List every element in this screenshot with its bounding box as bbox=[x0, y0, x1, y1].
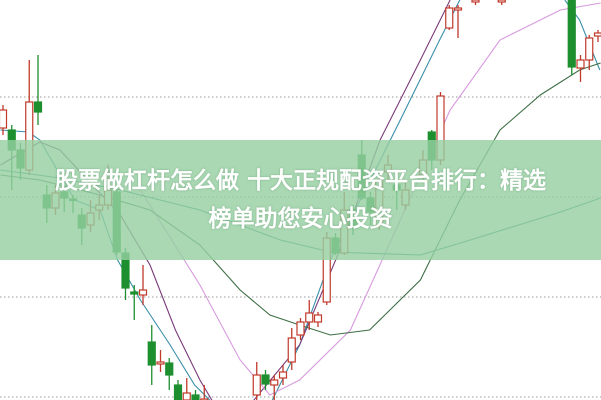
candle-up bbox=[593, 32, 601, 37]
candle-up bbox=[182, 392, 191, 400]
candle-up bbox=[138, 289, 148, 296]
candle-up bbox=[270, 379, 279, 386]
candle-up bbox=[497, 0, 506, 3]
candle-up bbox=[471, 0, 480, 3]
candle-up bbox=[252, 374, 261, 396]
candle-down bbox=[567, 0, 576, 68]
moving-average-line bbox=[139, 2, 601, 396]
candle-up bbox=[296, 321, 305, 336]
candle-up bbox=[585, 37, 594, 61]
candle-up bbox=[0, 109, 8, 129]
candle-down bbox=[130, 291, 139, 295]
title-line-2: 榜单助您安心投资 bbox=[208, 206, 393, 232]
candle-down bbox=[173, 384, 183, 400]
title-line-1: 股票做杠杆怎么做 十大正规配资平台排行：精选 bbox=[54, 168, 546, 194]
candle-up bbox=[313, 314, 323, 323]
candle-up bbox=[453, 7, 463, 11]
candle-up bbox=[287, 337, 296, 363]
candle-up bbox=[278, 371, 288, 379]
candle-down bbox=[33, 101, 43, 113]
candle-down bbox=[165, 362, 174, 376]
candle-up bbox=[156, 361, 165, 365]
title-banner bbox=[0, 140, 601, 260]
candle-down bbox=[261, 374, 270, 385]
candle-down bbox=[191, 394, 200, 400]
article-title: 股票做杠杆怎么做 十大正规配资平台排行：精选 榜单助您安心投资 bbox=[0, 162, 601, 238]
candle-down bbox=[147, 341, 156, 366]
candle-up bbox=[445, 7, 454, 29]
candle-up bbox=[305, 312, 314, 323]
candle-up bbox=[576, 59, 585, 69]
